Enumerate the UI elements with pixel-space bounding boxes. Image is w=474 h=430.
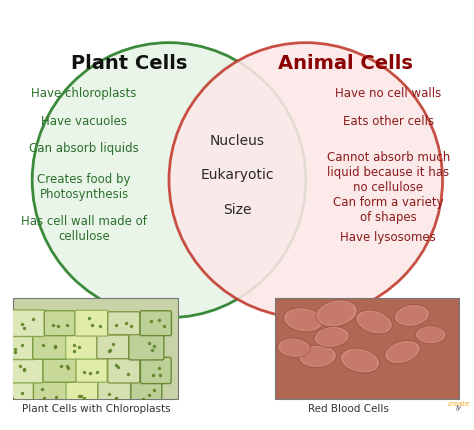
FancyBboxPatch shape xyxy=(43,359,76,382)
Text: Eukaryotic: Eukaryotic xyxy=(201,168,274,182)
Ellipse shape xyxy=(415,326,446,344)
Text: Can form a variety
of shapes: Can form a variety of shapes xyxy=(333,196,444,224)
Ellipse shape xyxy=(394,305,429,327)
FancyBboxPatch shape xyxy=(140,357,171,384)
Text: Has cell wall made of
cellulose: Has cell wall made of cellulose xyxy=(21,215,147,243)
Ellipse shape xyxy=(359,312,390,332)
Ellipse shape xyxy=(277,338,310,358)
FancyBboxPatch shape xyxy=(76,359,107,382)
Ellipse shape xyxy=(32,43,306,318)
FancyBboxPatch shape xyxy=(0,334,36,360)
Text: create: create xyxy=(448,400,470,406)
FancyBboxPatch shape xyxy=(65,335,99,359)
Ellipse shape xyxy=(387,342,418,362)
Text: Have lysosomes: Have lysosomes xyxy=(340,230,436,243)
FancyBboxPatch shape xyxy=(12,358,43,383)
Text: Animal Cells: Animal Cells xyxy=(278,54,413,73)
Ellipse shape xyxy=(317,328,346,346)
Text: Plant Cells with Chloroplasts: Plant Cells with Chloroplasts xyxy=(21,403,170,413)
FancyBboxPatch shape xyxy=(33,335,67,359)
Text: Red Blood Cells: Red Blood Cells xyxy=(308,403,389,413)
FancyBboxPatch shape xyxy=(75,310,108,336)
Ellipse shape xyxy=(418,327,444,343)
Text: Have chloroplasts: Have chloroplasts xyxy=(31,86,137,99)
FancyBboxPatch shape xyxy=(44,311,75,336)
FancyBboxPatch shape xyxy=(66,382,98,407)
Ellipse shape xyxy=(314,327,349,347)
FancyBboxPatch shape xyxy=(97,335,132,359)
FancyBboxPatch shape xyxy=(108,312,140,335)
Text: Nucleus: Nucleus xyxy=(210,134,265,147)
Text: Can absorb liquids: Can absorb liquids xyxy=(29,142,139,155)
FancyBboxPatch shape xyxy=(98,381,131,407)
Text: ly: ly xyxy=(456,404,462,410)
Ellipse shape xyxy=(280,340,308,356)
FancyBboxPatch shape xyxy=(2,381,34,408)
Ellipse shape xyxy=(385,341,420,364)
FancyBboxPatch shape xyxy=(129,334,164,360)
Ellipse shape xyxy=(316,300,357,327)
Text: Plant Cells: Plant Cells xyxy=(71,54,187,73)
Text: Eats other cells: Eats other cells xyxy=(343,114,434,127)
Text: Size: Size xyxy=(223,202,252,216)
Ellipse shape xyxy=(301,347,334,366)
Text: Have vacuoles: Have vacuoles xyxy=(41,114,127,127)
Ellipse shape xyxy=(356,310,392,334)
Ellipse shape xyxy=(340,348,380,373)
Text: Cannot absorb much
liquid because it has
no cellulose: Cannot absorb much liquid because it has… xyxy=(327,150,450,194)
FancyBboxPatch shape xyxy=(140,311,172,336)
Bar xyxy=(13,298,178,399)
FancyBboxPatch shape xyxy=(131,381,162,408)
Ellipse shape xyxy=(343,350,377,371)
FancyBboxPatch shape xyxy=(10,310,45,337)
Text: Have no cell walls: Have no cell walls xyxy=(335,86,441,99)
Ellipse shape xyxy=(397,307,427,325)
Ellipse shape xyxy=(286,310,320,330)
FancyBboxPatch shape xyxy=(33,381,67,407)
Text: Creates food by
Photosynthesis: Creates food by Photosynthesis xyxy=(37,172,131,200)
Bar xyxy=(275,298,459,399)
Ellipse shape xyxy=(319,302,354,325)
Ellipse shape xyxy=(283,308,323,332)
Ellipse shape xyxy=(299,345,337,368)
Ellipse shape xyxy=(169,43,443,318)
FancyBboxPatch shape xyxy=(108,358,140,383)
